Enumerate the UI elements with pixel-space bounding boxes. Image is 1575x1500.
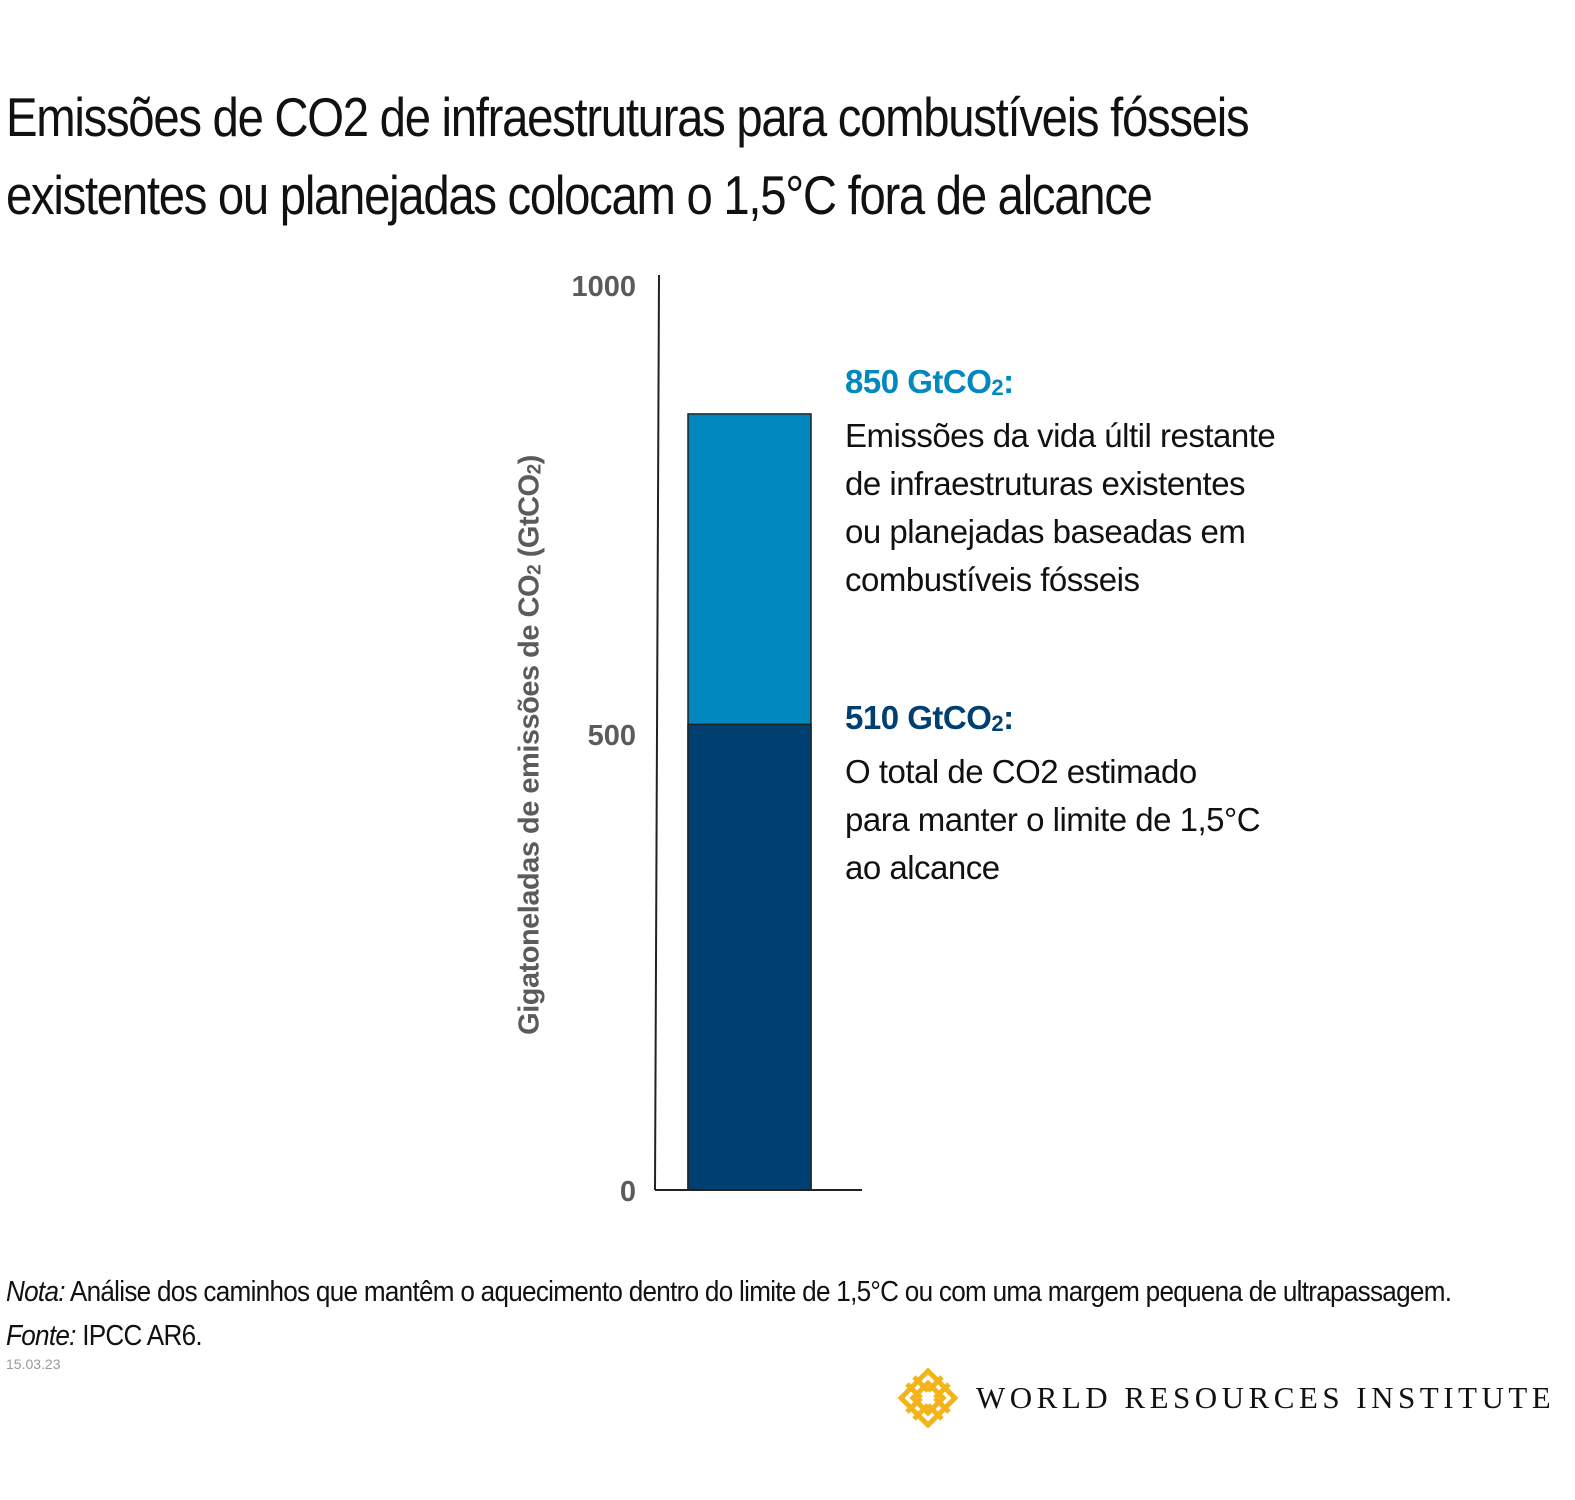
source-text: IPCC AR6.	[75, 1320, 202, 1352]
wri-logo-mark-icon	[898, 1368, 958, 1428]
annotation-850-line-1: Emissões da vida últil restante	[845, 417, 1276, 454]
annotation-510: 510 GtCO2: O total de CO2 estimado para …	[845, 694, 1485, 892]
bar-group	[687, 413, 812, 1191]
annotation-510-line-3: ao alcance	[845, 849, 1000, 886]
annotation-850-line-3: ou planejadas baseadas em	[845, 513, 1246, 550]
y-axis-label-end: )	[513, 455, 546, 465]
annotation-850-line-4: combustíveis fósseis	[845, 561, 1140, 598]
source-line: Fonte: IPCC AR6.	[6, 1314, 1451, 1358]
wri-logo: WORLD RESOURCES INSTITUTE	[898, 1368, 1568, 1428]
title-line-1: Emissões de CO2 de infraestruturas para …	[6, 86, 1250, 148]
annotation-850-heading: 850 GtCO2:	[845, 358, 1485, 412]
source-label: Fonte:	[6, 1320, 76, 1352]
chart-title: Emissões de CO2 de infraestruturas para …	[6, 78, 1279, 234]
y-axis-label-sub-1: 2	[524, 564, 546, 575]
annotation-850-line-2: de infraestruturas existentes	[845, 465, 1246, 502]
annotation-850: 850 GtCO2: Emissões da vida últil restan…	[845, 358, 1485, 604]
y-tick-label-0: 0	[620, 1176, 636, 1208]
y-tick-label-1000: 1000	[571, 271, 636, 303]
note-text: Análise dos caminhos que mantêm o aqueci…	[64, 1276, 1452, 1308]
title-line-2: existentes ou planejadas colocam o 1,5°C…	[6, 164, 1153, 226]
y-axis-label-main: Gigatoneladas de emissões de CO	[513, 574, 546, 1035]
annotation-510-line-2: para manter o limite de 1,5°C	[845, 801, 1261, 838]
publish-date: 15.03.23	[6, 1356, 61, 1372]
annotation-510-line-1: O total de CO2 estimado	[845, 753, 1197, 790]
annotation-510-head-sub: 2	[991, 711, 1004, 736]
note-label: Nota:	[6, 1276, 66, 1308]
annotation-510-head-tail: :	[1003, 699, 1014, 736]
wri-logo-text: WORLD RESOURCES INSTITUTE	[976, 1380, 1556, 1415]
footnote: Nota: Análise dos caminhos que mantêm o …	[6, 1270, 1452, 1358]
bar-segment-510	[687, 723, 812, 1191]
annotation-850-head-sub: 2	[991, 375, 1004, 400]
note-line: Nota: Análise dos caminhos que mantêm o …	[6, 1270, 1452, 1314]
annotation-510-heading: 510 GtCO2:	[845, 694, 1485, 748]
y-axis-label: Gigatoneladas de emissões de CO2 (GtCO2)	[514, 455, 547, 1035]
annotation-850-head-main: 850 GtCO	[845, 363, 992, 400]
annotation-510-head-main: 510 GtCO	[845, 699, 992, 736]
y-axis-line	[654, 274, 660, 1191]
y-axis-label-tail: (GtCO	[513, 474, 546, 565]
y-tick-label-500: 500	[588, 720, 636, 752]
y-axis-label-sub-2: 2	[524, 464, 546, 475]
annotation-850-head-tail: :	[1003, 363, 1014, 400]
